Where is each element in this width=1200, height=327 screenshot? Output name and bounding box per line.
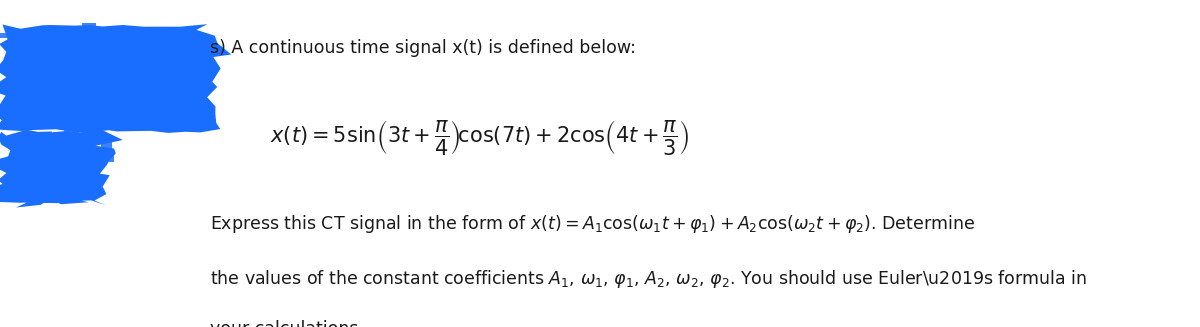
Text: Express this CT signal in the form of $x(t) = A_1\cos(\omega_1 t + \varphi_1) + : Express this CT signal in the form of $x… (210, 213, 974, 234)
Bar (181, 86, 188, 92)
Bar (96, 153, 114, 162)
Bar (101, 142, 112, 155)
Bar (124, 51, 131, 57)
Bar (115, 102, 133, 113)
Bar (196, 74, 203, 82)
Bar (10, 137, 22, 141)
Bar (73, 155, 94, 166)
Bar (126, 99, 140, 100)
Polygon shape (0, 129, 122, 208)
Bar (50, 46, 62, 50)
Text: $x(t) = 5\sin\!\left(3t + \dfrac{\pi}{4}\right)\!\cos(7t) + 2\cos\!\left(4t + \d: $x(t) = 5\sin\!\left(3t + \dfrac{\pi}{4}… (270, 118, 690, 157)
Text: your calculations.: your calculations. (210, 320, 364, 327)
Bar (43, 60, 60, 62)
Bar (144, 89, 158, 100)
Bar (24, 187, 31, 193)
Bar (119, 58, 127, 65)
Bar (0, 33, 10, 38)
Text: s) A continuous time signal x(t) is defined below:: s) A continuous time signal x(t) is defi… (210, 39, 636, 57)
Bar (14, 64, 29, 69)
Bar (83, 23, 96, 32)
Polygon shape (0, 24, 232, 133)
Text: the values of the constant coefficients $A_1$, $\omega_1$, $\varphi_1$, $A_2$, $: the values of the constant coefficients … (210, 268, 1087, 290)
Bar (64, 126, 79, 134)
